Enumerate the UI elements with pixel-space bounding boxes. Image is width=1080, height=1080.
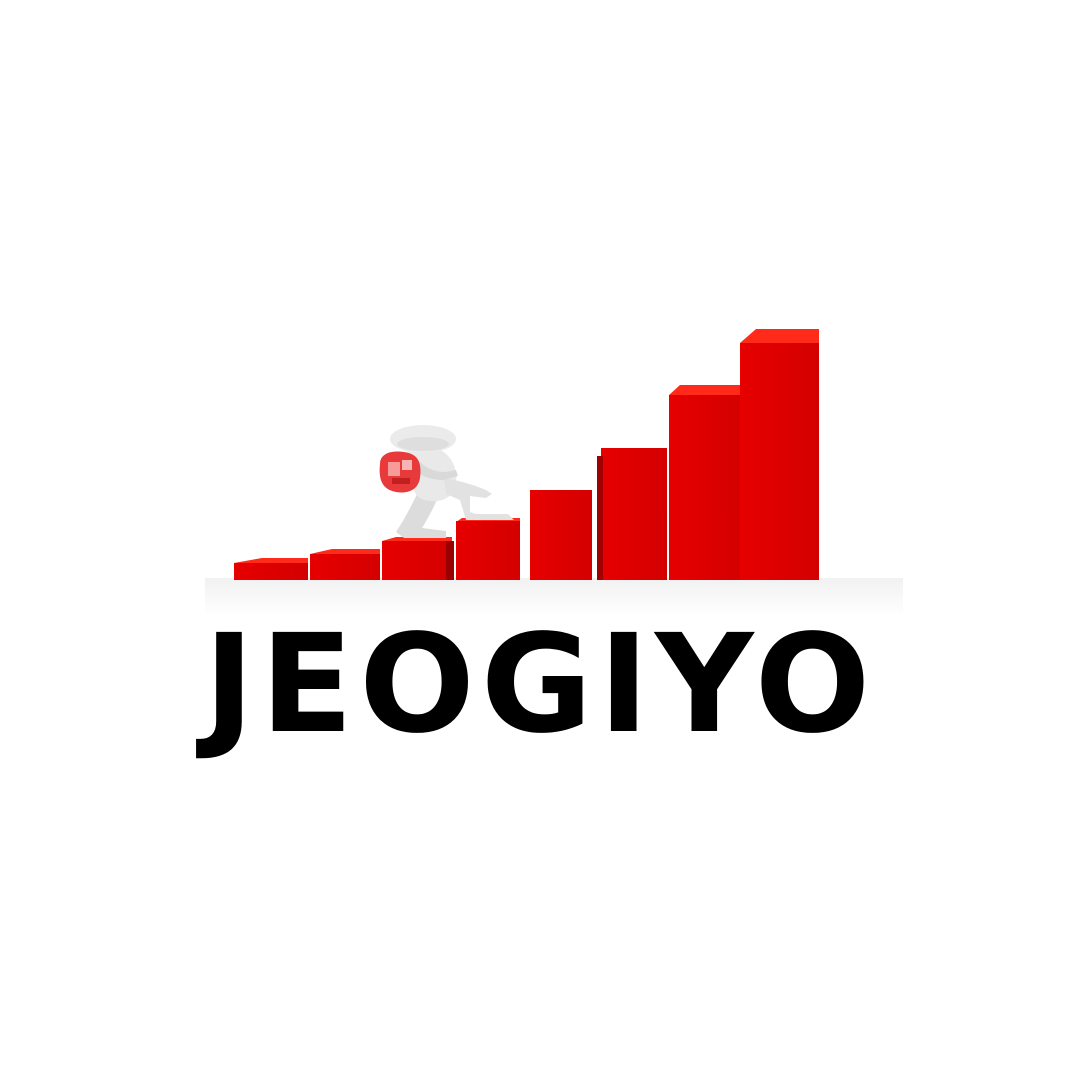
bar-3 — [382, 537, 454, 580]
bar-4 — [456, 518, 520, 580]
bar-8 — [740, 329, 819, 580]
floor-shadow — [205, 578, 903, 616]
bar-5 — [530, 490, 592, 580]
bar-2 — [310, 549, 380, 580]
climbing-figure — [379, 425, 514, 538]
backpack-icon — [379, 451, 421, 493]
bar-1 — [234, 558, 308, 580]
brand-wordmark: JEOGIYO — [203, 606, 877, 764]
bar-steps — [234, 329, 819, 580]
bar-6 — [597, 448, 667, 580]
